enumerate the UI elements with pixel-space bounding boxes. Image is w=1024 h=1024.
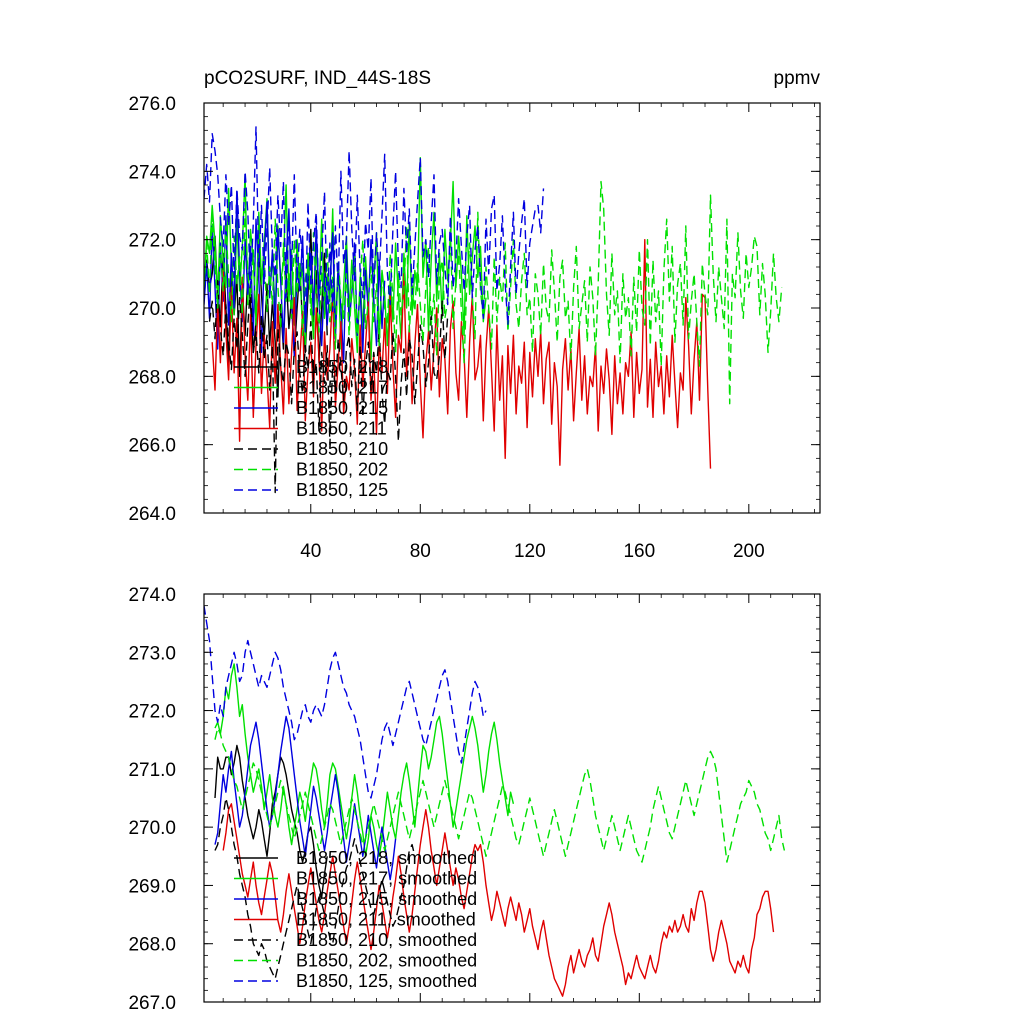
bottom-ytick-label: 271.0 bbox=[128, 760, 176, 781]
bottom-legend-label-b1850-125-smoothed: B1850, 125, smoothed bbox=[296, 971, 477, 991]
bottom-series-b1850-217-smoothed bbox=[214, 663, 515, 857]
chart-title: pCO2SURF, IND_44S-18S bbox=[204, 68, 431, 89]
bottom-ytick-label: 272.0 bbox=[128, 702, 176, 723]
top-series-b1850-211 bbox=[211, 238, 712, 469]
bottom-legend-label-b1850-218-smoothed: B1850, 218, smoothed bbox=[296, 848, 477, 868]
bottom-legend-label-b1850-202-smoothed: B1850, 202, smoothed bbox=[296, 951, 477, 971]
bottom-ytick-label: 274.0 bbox=[128, 585, 176, 606]
top-series-b1850-217 bbox=[204, 156, 487, 360]
bottom-ytick-label: 269.0 bbox=[128, 876, 176, 897]
bottom-axes: 267.0 268.0 269.0 270.0 271.0 272.0 273.0 274.0 bbox=[128, 585, 820, 1014]
bottom-series-b1850-125-smoothed bbox=[204, 605, 487, 799]
top-ytick-label: 272.0 bbox=[128, 231, 176, 252]
top-xtick-label: 160 bbox=[623, 541, 655, 562]
top-series-b1850-202 bbox=[204, 180, 783, 405]
top-legend-label-b1850-217: B1850, 217 bbox=[296, 378, 388, 398]
top-series-lines bbox=[204, 126, 783, 494]
bottom-legend-label-b1850-210-smoothed: B1850, 210, smoothed bbox=[296, 930, 477, 950]
bottom-ytick-label: 268.0 bbox=[128, 935, 176, 956]
top-ytick-label: 268.0 bbox=[128, 367, 176, 388]
top-series-b1850-210 bbox=[208, 280, 449, 494]
chart-units: ppmv bbox=[774, 68, 821, 89]
bottom-series-b1850-211-smoothed bbox=[222, 803, 775, 997]
bottom-legend-label-b1850-215-smoothed: B1850, 215, smoothed bbox=[296, 889, 477, 909]
top-xtick-label: 80 bbox=[410, 541, 431, 562]
bottom-ytick-label: 270.0 bbox=[128, 818, 176, 839]
top-ytick-label: 274.0 bbox=[128, 162, 176, 183]
top-legend-label-b1850-218: B1850, 218 bbox=[296, 357, 388, 377]
top-ytick-label: 264.0 bbox=[128, 504, 176, 525]
top-legend-label-b1850-211: B1850, 211 bbox=[296, 419, 387, 439]
top-xtick-label: 200 bbox=[733, 541, 765, 562]
top-legend-label-b1850-125: B1850, 125 bbox=[296, 480, 388, 500]
bottom-legend-label-b1850-217-smoothed: B1850, 217, smoothed bbox=[296, 869, 477, 889]
top-legend-label-b1850-210: B1850, 210 bbox=[296, 439, 388, 459]
top-legend-label-b1850-202: B1850, 202 bbox=[296, 460, 388, 480]
bottom-plot-frame bbox=[203, 593, 821, 1003]
top-xtick-label: 120 bbox=[514, 541, 546, 562]
top-xtick-label: 40 bbox=[300, 541, 321, 562]
top-series-b1850-125 bbox=[204, 126, 545, 326]
top-series-b1850-215 bbox=[204, 191, 386, 364]
bottom-ytick-label: 273.0 bbox=[128, 643, 176, 664]
top-ytick-label: 276.0 bbox=[128, 94, 176, 115]
top-legend-label-b1850-215: B1850, 215 bbox=[296, 398, 388, 418]
bottom-series-b1850-210-smoothed bbox=[214, 797, 416, 980]
top-ytick-label: 270.0 bbox=[128, 299, 176, 320]
bottom-panel: 267.0 268.0 269.0 270.0 271.0 272.0 273.0 274.0… bbox=[128, 585, 821, 1014]
top-axes: 264.0 266.0 268.0 270.0 272.0 274.0 276.0 40 80 1… bbox=[128, 94, 820, 562]
bottom-ytick-label: 267.0 bbox=[128, 993, 176, 1014]
top-panel: 264.0 266.0 268.0 270.0 272.0 274.0 276.0 40 80 1… bbox=[128, 94, 821, 562]
bottom-series-lines bbox=[204, 605, 786, 997]
top-ytick-label: 266.0 bbox=[128, 436, 176, 457]
bottom-legend-label-b1850-211-smoothed: B1850, 211, smoothed bbox=[296, 910, 476, 930]
